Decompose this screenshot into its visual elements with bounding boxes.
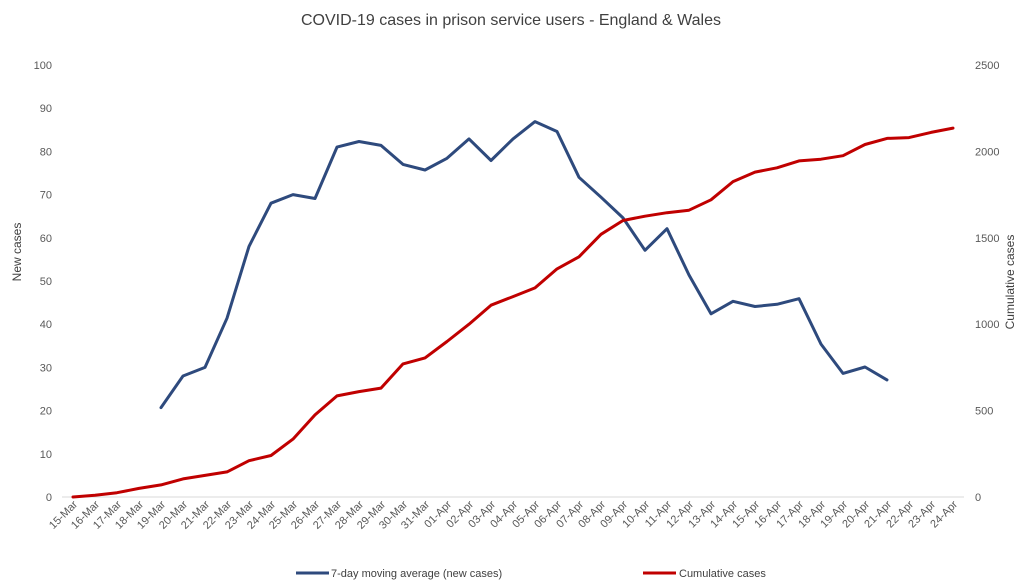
legend-item-moving-average: 7-day moving average (new cases) xyxy=(296,568,502,580)
y-tick-label: 60 xyxy=(40,233,52,245)
y-tick-label: 40 xyxy=(40,319,52,331)
y-tick-label: 50 xyxy=(40,276,52,288)
series-lines xyxy=(71,120,955,499)
y-tick-label: 30 xyxy=(40,362,52,374)
y2-tick-label: 1500 xyxy=(975,233,999,245)
y-axis-label: New cases xyxy=(10,223,24,282)
legend-label-cumulative: Cumulative cases xyxy=(679,568,766,580)
y-tick-label: 10 xyxy=(40,449,52,461)
legend-label-moving-average: 7-day moving average (new cases) xyxy=(331,568,502,580)
chart-title: COVID-19 cases in prison service users -… xyxy=(301,12,721,29)
y2-tick-label: 2000 xyxy=(975,146,999,158)
x-axis-ticks: 15-Mar16-Mar17-Mar18-Mar19-Mar20-Mar21-M… xyxy=(47,498,960,531)
y-tick-label: 20 xyxy=(40,406,52,418)
series-line-moving-average xyxy=(159,120,889,410)
y-tick-label: 80 xyxy=(40,146,52,158)
y-axis-ticks: 0 10 20 30 40 50 60 70 80 90 100 xyxy=(34,60,52,504)
y-tick-label: 0 xyxy=(46,492,52,504)
legend: 7-day moving average (new cases) Cumulat… xyxy=(296,568,766,580)
y2-tick-label: 0 xyxy=(975,492,981,504)
y2-tick-label: 2500 xyxy=(975,60,999,72)
y-tick-label: 100 xyxy=(34,60,52,72)
y-tick-label: 70 xyxy=(40,190,52,202)
y2-tick-label: 1000 xyxy=(975,319,999,331)
series-line-cumulative xyxy=(71,126,955,499)
y2-axis-ticks: 0 500 1000 1500 2000 2500 xyxy=(975,60,999,504)
y2-axis-label: Cumulative cases xyxy=(1003,235,1017,330)
legend-item-cumulative: Cumulative cases xyxy=(643,568,766,580)
y2-tick-label: 500 xyxy=(975,406,993,418)
y-tick-label: 90 xyxy=(40,103,52,115)
